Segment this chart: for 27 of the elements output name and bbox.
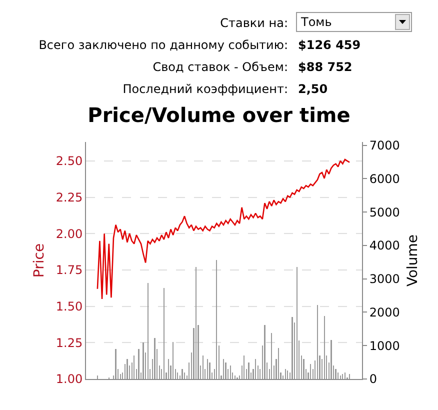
y2-tick-label: 2000 [369, 305, 400, 320]
text: Томь [301, 15, 332, 29]
text: $88 752 [298, 60, 352, 74]
y-tick-label: 1.25 [56, 336, 83, 350]
y-tick-label: 1.50 [56, 300, 83, 314]
text: $126 459 [298, 38, 361, 52]
y-tick-label: 1.75 [56, 263, 83, 278]
y2-tick-label: 5000 [369, 205, 400, 220]
y2-tick-label: 0 [369, 372, 378, 386]
y2-tick-label: 6000 [369, 172, 400, 186]
text: Ставки на: [220, 16, 288, 30]
text: Всего заключено по данному событию: [38, 38, 288, 52]
y-tick-label: 1.00 [56, 372, 83, 386]
y2-tick-label: 3000 [369, 272, 400, 286]
text: 2,50 [298, 82, 328, 96]
line-series [96, 158, 350, 300]
y-axis-title: Price [31, 243, 48, 278]
chart-title: Price/Volume over time [88, 102, 350, 127]
y2-axis-title: Volume [405, 234, 422, 287]
text: Последний коэффициент: [122, 82, 288, 96]
y-tick-label: 2.25 [56, 190, 83, 204]
y2-tick-label: 7000 [369, 138, 400, 153]
y-tick-label: 2.50 [56, 154, 83, 168]
y2-tick-label: 1000 [369, 338, 400, 353]
y2-tick-label: 4000 [369, 238, 400, 253]
y-tick-label: 2.00 [56, 226, 83, 241]
text: Свод ставок - Объем: [152, 60, 288, 74]
